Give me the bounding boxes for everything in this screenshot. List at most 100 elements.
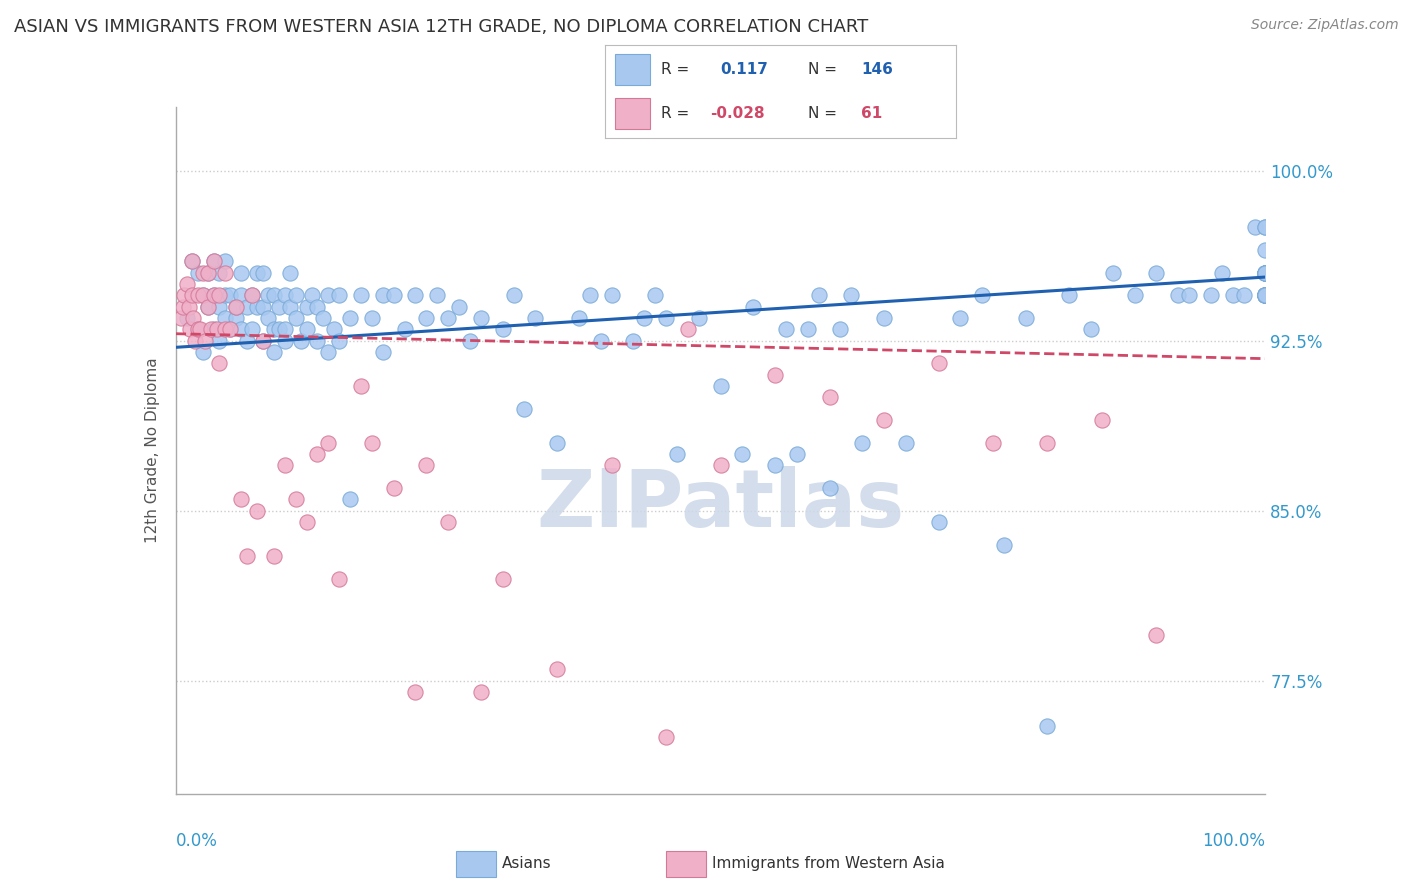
Point xyxy=(208,334,231,348)
Point xyxy=(307,300,329,314)
Point xyxy=(742,300,765,314)
Point xyxy=(235,300,257,314)
Point xyxy=(252,266,274,280)
Point xyxy=(318,435,340,450)
FancyBboxPatch shape xyxy=(616,98,650,129)
Point xyxy=(1144,628,1167,642)
Point xyxy=(1254,266,1277,280)
Point xyxy=(240,288,263,302)
Point xyxy=(202,254,225,268)
Point xyxy=(1254,288,1277,302)
Point xyxy=(328,288,350,302)
Point xyxy=(993,537,1015,551)
Point xyxy=(219,322,242,336)
Point xyxy=(197,266,219,280)
Point xyxy=(981,435,1004,450)
Point xyxy=(269,300,291,314)
Point xyxy=(1254,288,1277,302)
Point xyxy=(600,288,623,302)
Point xyxy=(600,458,623,473)
Point xyxy=(172,300,194,314)
Point xyxy=(246,300,269,314)
Point xyxy=(873,413,896,427)
FancyBboxPatch shape xyxy=(666,851,706,877)
Point xyxy=(181,254,204,268)
Point xyxy=(176,310,198,325)
Point xyxy=(214,288,236,302)
Point xyxy=(775,322,797,336)
Point xyxy=(219,288,242,302)
Point xyxy=(257,310,280,325)
Text: 0.0%: 0.0% xyxy=(176,831,218,850)
Point xyxy=(307,447,329,461)
Point xyxy=(274,458,297,473)
Point xyxy=(194,334,217,348)
Point xyxy=(186,266,209,280)
Point xyxy=(240,322,263,336)
Point xyxy=(284,310,307,325)
Point xyxy=(524,310,547,325)
Point xyxy=(1254,288,1277,302)
Point xyxy=(278,266,301,280)
Point xyxy=(447,300,470,314)
Text: 146: 146 xyxy=(860,62,893,77)
Point xyxy=(666,447,689,461)
Point xyxy=(1036,719,1059,733)
Point xyxy=(818,481,841,495)
Point xyxy=(1254,288,1277,302)
Point xyxy=(176,277,198,291)
Point xyxy=(502,288,524,302)
Point xyxy=(181,310,204,325)
Text: N =: N = xyxy=(808,62,838,77)
Point xyxy=(263,288,285,302)
Point xyxy=(1036,435,1059,450)
Point xyxy=(688,310,710,325)
Point xyxy=(1254,220,1277,235)
Point xyxy=(1080,322,1102,336)
Point xyxy=(1254,288,1277,302)
Point xyxy=(350,379,373,393)
Point xyxy=(1254,288,1277,302)
Point xyxy=(274,288,297,302)
Point xyxy=(405,685,427,699)
Point xyxy=(191,288,214,302)
Point xyxy=(246,266,269,280)
Point xyxy=(1015,310,1038,325)
Point xyxy=(655,310,678,325)
Point xyxy=(184,334,207,348)
Point xyxy=(214,254,236,268)
Point xyxy=(177,300,200,314)
Point xyxy=(763,458,786,473)
Text: R =: R = xyxy=(661,106,689,121)
Point xyxy=(318,288,340,302)
Point xyxy=(655,730,678,744)
Point xyxy=(1254,220,1277,235)
Point xyxy=(197,266,219,280)
Point xyxy=(231,266,253,280)
Point xyxy=(818,390,841,404)
Point xyxy=(1222,288,1244,302)
Point xyxy=(339,492,361,507)
Point xyxy=(786,447,808,461)
Point xyxy=(208,356,231,370)
Point xyxy=(1254,288,1277,302)
Point xyxy=(214,322,236,336)
Text: Immigrants from Western Asia: Immigrants from Western Asia xyxy=(713,855,945,871)
Point xyxy=(1254,243,1277,257)
Point xyxy=(928,515,950,529)
Point xyxy=(219,322,242,336)
Point xyxy=(1254,288,1277,302)
Point xyxy=(235,549,257,563)
Point xyxy=(1254,288,1277,302)
Point xyxy=(202,288,225,302)
Point xyxy=(307,334,329,348)
Point xyxy=(568,310,591,325)
Point xyxy=(350,288,373,302)
Point xyxy=(197,300,219,314)
Point xyxy=(188,322,211,336)
Point xyxy=(492,572,515,586)
Point xyxy=(186,322,209,336)
Point xyxy=(382,288,405,302)
Point xyxy=(1057,288,1080,302)
Y-axis label: 12th Grade, No Diploma: 12th Grade, No Diploma xyxy=(145,358,160,543)
